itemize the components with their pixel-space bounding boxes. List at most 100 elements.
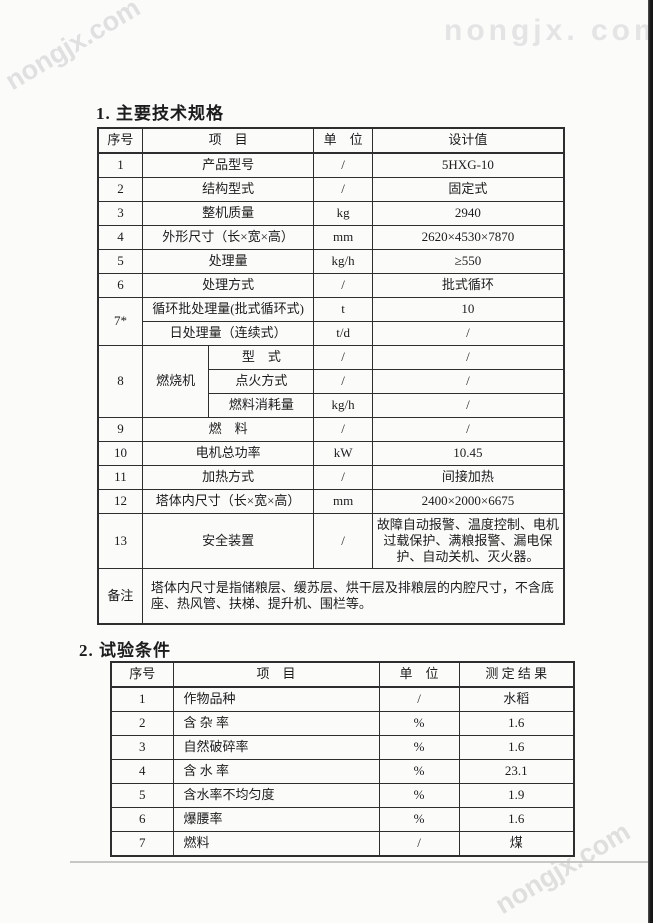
remark-text-cell: 塔体内尺寸是指储粮层、缓苏层、烘干层及排粮层的内腔尺寸，不含底座、热风管、扶梯、… — [141, 568, 565, 625]
value-cell: 煤 — [458, 831, 575, 857]
unit-cell: / — [313, 345, 373, 370]
value-cell: 故障自动报警、温度控制、电机过载保护、满粮报警、漏电保护、自动关机、灭火器。 — [371, 513, 565, 569]
header-item: 项 目 — [172, 661, 380, 688]
scan-edge-strip — [648, 0, 653, 923]
value-cell: / — [371, 417, 565, 442]
spec-row-11: 11 加热方式 / 间接加热 — [97, 465, 565, 490]
header-design-value: 设计值 — [371, 127, 565, 154]
item-cell: 燃料 — [172, 831, 380, 857]
value-cell: 23.1 — [458, 759, 575, 784]
serial-cell: 12 — [97, 489, 143, 514]
unit-cell: / — [313, 152, 373, 178]
value-cell: 1.9 — [458, 783, 575, 808]
unit-cell: % — [378, 783, 460, 808]
header-measured-result: 测 定 结 果 — [458, 661, 575, 688]
value-cell: 2400×2000×6675 — [371, 489, 565, 514]
item-cell: 含 水 率 — [172, 759, 380, 784]
spec-remark-row: 备注 塔体内尺寸是指储粮层、缓苏层、烘干层及排粮层的内腔尺寸，不含底座、热风管、… — [97, 568, 565, 625]
spec-row-9: 9 燃 料 / / — [97, 417, 565, 442]
serial-cell: 11 — [97, 465, 143, 490]
item-cell: 外形尺寸（长×宽×高） — [141, 225, 315, 250]
unit-cell: / — [313, 273, 373, 298]
unit-cell: % — [378, 711, 460, 736]
unit-cell: / — [378, 831, 460, 857]
item-cell: 循环批处理量(批式循环式) — [141, 297, 315, 322]
spec-table: 序号 项 目 单 位 设计值 1 产品型号 / 5HXG-10 2 结构型式 /… — [97, 127, 565, 625]
header-serial: 序号 — [110, 661, 174, 688]
section1-title: 1. 主要技术规格 — [96, 104, 224, 123]
unit-cell: % — [378, 807, 460, 832]
unit-cell: / — [313, 513, 373, 569]
remark-label-cell: 备注 — [97, 568, 143, 625]
item-cell: 日处理量（连续式） — [141, 321, 315, 346]
spec-row-2: 2 结构型式 / 固定式 — [97, 177, 565, 202]
unit-cell: t/d — [313, 321, 373, 346]
item-cell: 加热方式 — [141, 465, 315, 490]
item-cell: 安全装置 — [141, 513, 315, 569]
serial-cell: 7* — [97, 297, 143, 346]
test-row-4: 4 含 水 率 % 23.1 — [110, 759, 575, 784]
spec-row-7b: 日处理量（连续式） t/d / — [98, 321, 565, 346]
spec-row-5: 5 处理量 kg/h ≥550 — [97, 249, 565, 274]
unit-cell: / — [313, 465, 373, 490]
spec-row-12: 12 塔体内尺寸（长×宽×高） mm 2400×2000×6675 — [97, 489, 565, 514]
unit-cell: kg/h — [313, 249, 373, 274]
unit-cell: / — [313, 369, 373, 394]
item-cell: 含水率不均匀度 — [172, 783, 380, 808]
serial-cell: 6 — [110, 807, 174, 832]
spec-row-3: 3 整机质量 kg 2940 — [97, 201, 565, 226]
item-cell: 产品型号 — [141, 152, 315, 178]
value-cell: 1.6 — [458, 711, 575, 736]
serial-cell: 2 — [110, 711, 174, 736]
unit-cell: / — [313, 177, 373, 202]
spec-header-row: 序号 项 目 单 位 设计值 — [97, 127, 565, 154]
serial-cell: 4 — [110, 759, 174, 784]
serial-cell: 8 — [97, 345, 143, 418]
serial-cell: 2 — [97, 177, 143, 202]
serial-cell: 3 — [97, 201, 143, 226]
serial-cell: 4 — [97, 225, 143, 250]
item-cell: 自然破碎率 — [172, 735, 380, 760]
unit-cell: mm — [313, 489, 373, 514]
value-cell: 10 — [371, 297, 565, 322]
item-cell: 电机总功率 — [141, 441, 315, 466]
watermark-top-left: nongjx.com — [0, 0, 146, 96]
serial-cell: 1 — [97, 152, 143, 178]
unit-cell: % — [378, 759, 460, 784]
value-cell: / — [371, 321, 565, 346]
value-cell: ≥550 — [371, 249, 565, 274]
value-cell: 水稻 — [458, 686, 575, 712]
value-cell: / — [371, 345, 565, 370]
test-row-3: 3 自然破碎率 % 1.6 — [110, 735, 575, 760]
item-cell: 含 杂 率 — [172, 711, 380, 736]
header-unit: 单 位 — [313, 127, 373, 154]
test-row-7: 7 燃料 / 煤 — [110, 831, 575, 857]
unit-cell: kW — [313, 441, 373, 466]
value-cell: 2940 — [371, 201, 565, 226]
spec-row-7a: 7* 循环批处理量(批式循环式) t 10 — [97, 297, 565, 346]
header-unit: 单 位 — [378, 661, 460, 688]
value-cell: / — [371, 369, 565, 394]
serial-cell: 5 — [110, 783, 174, 808]
serial-cell: 13 — [97, 513, 143, 569]
value-cell: 间接加热 — [371, 465, 565, 490]
value-cell: 1.6 — [458, 807, 575, 832]
value-cell: 2620×4530×7870 — [371, 225, 565, 250]
spec-row-1: 1 产品型号 / 5HXG-10 — [97, 152, 565, 178]
test-header-row: 序号 项 目 单 位 测 定 结 果 — [110, 661, 575, 688]
spec-row-6: 6 处理方式 / 批式循环 — [97, 273, 565, 298]
serial-cell: 1 — [110, 686, 174, 712]
header-item: 项 目 — [141, 127, 315, 154]
value-cell: 5HXG-10 — [371, 152, 565, 178]
item-cell: 作物品种 — [172, 686, 380, 712]
value-cell: 10.45 — [371, 441, 565, 466]
spec-row-10: 10 电机总功率 kW 10.45 — [97, 441, 565, 466]
unit-cell: mm — [313, 225, 373, 250]
section2-title: 2. 试验条件 — [79, 641, 171, 660]
test-row-5: 5 含水率不均匀度 % 1.9 — [110, 783, 575, 808]
test-table: 序号 项 目 单 位 测 定 结 果 1 作物品种 / 水稻 2 含 杂 率 %… — [110, 661, 575, 857]
item-cell: 结构型式 — [141, 177, 315, 202]
unit-cell: kg — [313, 201, 373, 226]
test-row-2: 2 含 杂 率 % 1.6 — [110, 711, 575, 736]
spec-row-8a: 8 燃烧机 型 式 / / — [97, 345, 565, 418]
